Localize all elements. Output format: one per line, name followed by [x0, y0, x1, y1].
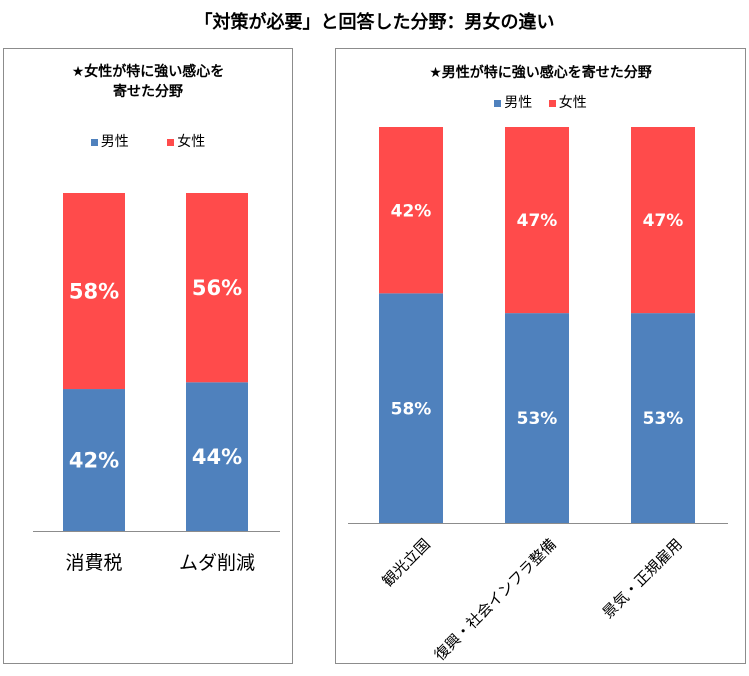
data-label: 58%: [69, 280, 119, 304]
legend-item-male: 男性: [90, 131, 129, 151]
left-chart-title-line-2: 寄せた分野: [113, 84, 183, 100]
data-label: 42%: [391, 201, 432, 221]
bar-segment: [186, 382, 248, 531]
category-label: 復興・社会インフラ整備: [431, 535, 560, 664]
legend-label-female: 女性: [558, 95, 587, 111]
data-label: 47%: [643, 211, 684, 231]
category-label: 消費税: [65, 552, 122, 574]
left-chart-title: ★女性が特に強い感心を 寄せた分野: [4, 62, 292, 102]
bar-segment: [186, 193, 248, 383]
bar-segment: [379, 127, 443, 294]
category-label: ムダ削減: [179, 552, 255, 574]
data-label: 47%: [517, 211, 558, 231]
data-label: 44%: [192, 445, 242, 469]
right-stacked-bar-chart: 58% 42% 観光立国 53% 47% 復興・社会インフラ整備 53% 47% 景気・正規雇用: [348, 127, 728, 664]
category-label: 景気・正規雇用: [599, 535, 686, 622]
data-label: 53%: [643, 409, 684, 429]
right-chart-title-line-1: ★男性が特に強い感心を寄せた分野: [429, 65, 652, 81]
bar-segment: [63, 389, 125, 531]
legend-swatch-male: [90, 138, 98, 146]
data-label: 53%: [517, 409, 558, 429]
legend-item-female: 女性: [548, 92, 587, 112]
right-chart-panel: ★男性が特に強い感心を寄せた分野 男性 女性 58% 42% 観光立国 53% 47% 復…: [335, 48, 746, 664]
left-chart-panel: ★女性が特に強い感心を 寄せた分野 男性 女性 42% 58% 消費税 44% 56% ム…: [3, 48, 293, 664]
legend-label-male: 男性: [504, 95, 533, 111]
page-title: 「対策が必要」と回答した分野：男女の違い: [194, 12, 555, 33]
legend-swatch-male: [494, 99, 502, 107]
left-chart-title-line-1: ★女性が特に強い感心を: [71, 64, 225, 80]
right-chart-legend: 男性 女性: [336, 92, 745, 112]
left-stacked-bar-chart: 42% 58% 消費税 44% 56% ムダ削減: [33, 193, 280, 574]
bar-segment: [63, 193, 125, 390]
right-chart-title: ★男性が特に強い感心を寄せた分野: [336, 63, 745, 83]
data-label: 56%: [192, 276, 242, 300]
category-label: 観光立国: [379, 535, 434, 590]
left-chart-legend: 男性 女性: [4, 131, 292, 151]
legend-label-female: 女性: [177, 134, 206, 150]
data-label: 42%: [69, 449, 119, 473]
bar-segment: [631, 313, 695, 523]
data-label: 58%: [391, 399, 432, 419]
legend-swatch-female: [167, 138, 175, 146]
bar-segment: [505, 127, 569, 314]
bar-segment: [505, 313, 569, 523]
legend-swatch-female: [548, 99, 556, 107]
legend-item-male: 男性: [494, 92, 532, 112]
legend-item-female: 女性: [167, 131, 205, 151]
bar-segment: [631, 127, 695, 314]
bar-segment: [379, 293, 443, 523]
legend-label-male: 男性: [100, 134, 129, 150]
